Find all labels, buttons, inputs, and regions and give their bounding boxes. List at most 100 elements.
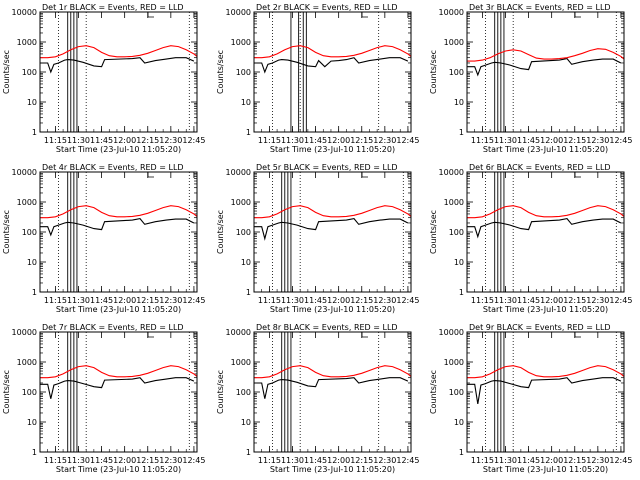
x-tick-label: 12:45 bbox=[396, 296, 419, 305]
series-events bbox=[254, 57, 409, 74]
y-tick-label: 10000 bbox=[226, 8, 251, 17]
y-axis-label: Counts/sec bbox=[429, 370, 438, 414]
x-tick-label: 12:00 bbox=[540, 456, 563, 465]
series-lld bbox=[40, 365, 198, 379]
x-tick-label: 11:45 bbox=[304, 136, 327, 145]
y-tick-label: 10000 bbox=[12, 328, 37, 337]
series-lld bbox=[254, 45, 412, 59]
panel-det-1: Det 1r BLACK = Events, RED = LLD 1 10 100 10… bbox=[2, 3, 205, 154]
x-axis-label: Start Time (23-Jul-10 11:05:20) bbox=[483, 465, 608, 474]
x-axis-label: Start Time (23-Jul-10 11:05:20) bbox=[56, 145, 181, 154]
x-tick-label: 11:45 bbox=[90, 296, 113, 305]
y-tick-label: 10 bbox=[27, 418, 37, 427]
x-tick-label: 11:30 bbox=[67, 296, 90, 305]
x-tick-label: 11:45 bbox=[517, 296, 540, 305]
y-tick-label: 1000 bbox=[231, 198, 251, 207]
y-tick-label: 10 bbox=[454, 98, 464, 107]
x-tick-label: 11:45 bbox=[90, 456, 113, 465]
y-tick-label: 10000 bbox=[12, 168, 37, 177]
y-tick-label: 100 bbox=[449, 228, 464, 237]
plot-frame bbox=[466, 11, 625, 133]
panel-det-4: Det 4r BLACK = Events, RED = LLD 1 10 100 10… bbox=[2, 163, 205, 314]
series-events bbox=[467, 57, 622, 77]
x-tick-label: 12:30 bbox=[159, 136, 182, 145]
y-tick-label: 100 bbox=[22, 388, 37, 397]
x-tick-label: 11:45 bbox=[304, 456, 327, 465]
x-tick-label: 12:45 bbox=[182, 296, 205, 305]
y-tick-label: 1000 bbox=[444, 38, 464, 47]
x-tick-label: 11:15 bbox=[471, 136, 494, 145]
x-tick-label: 12:15 bbox=[563, 136, 586, 145]
panel-title: Det 5r BLACK = Events, RED = LLD bbox=[256, 163, 398, 172]
bracket-mark bbox=[574, 332, 581, 338]
x-tick-label: 11:15 bbox=[471, 296, 494, 305]
panel-title: Det 1r BLACK = Events, RED = LLD bbox=[42, 3, 184, 12]
y-tick-label: 1 bbox=[459, 288, 464, 297]
y-tick-label: 1000 bbox=[444, 358, 464, 367]
x-tick-label: 11:45 bbox=[304, 296, 327, 305]
panel-det-8: Det 8r BLACK = Events, RED = LLD 1 10 100 10… bbox=[216, 323, 419, 474]
plot-frame bbox=[466, 331, 625, 453]
y-tick-label: 10000 bbox=[439, 328, 464, 337]
y-tick-label: 10 bbox=[241, 418, 251, 427]
x-tick-label: 12:45 bbox=[396, 456, 419, 465]
x-axis-label: Start Time (23-Jul-10 11:05:20) bbox=[270, 465, 395, 474]
panel-title: Det 2r BLACK = Events, RED = LLD bbox=[256, 3, 398, 12]
y-tick-label: 1000 bbox=[17, 358, 37, 367]
plot-frame bbox=[253, 11, 412, 133]
y-tick-label: 1000 bbox=[231, 358, 251, 367]
y-tick-label: 1000 bbox=[231, 38, 251, 47]
x-tick-label: 11:45 bbox=[90, 136, 113, 145]
x-tick-label: 11:45 bbox=[517, 136, 540, 145]
x-tick-label: 12:15 bbox=[350, 136, 373, 145]
x-tick-label: 11:30 bbox=[494, 296, 517, 305]
x-axis-label: Start Time (23-Jul-10 11:05:20) bbox=[56, 465, 181, 474]
y-tick-label: 100 bbox=[236, 388, 251, 397]
x-tick-label: 11:30 bbox=[67, 136, 90, 145]
x-tick-label: 12:00 bbox=[113, 136, 136, 145]
y-tick-label: 100 bbox=[22, 228, 37, 237]
x-axis-label: Start Time (23-Jul-10 11:05:20) bbox=[56, 305, 181, 314]
x-tick-label: 11:15 bbox=[44, 296, 67, 305]
y-tick-label: 100 bbox=[22, 68, 37, 77]
series-lld bbox=[254, 365, 412, 379]
x-tick-label: 11:15 bbox=[44, 456, 67, 465]
x-tick-label: 12:15 bbox=[136, 296, 159, 305]
y-tick-label: 1000 bbox=[444, 198, 464, 207]
x-tick-label: 12:30 bbox=[159, 296, 182, 305]
y-tick-label: 1000 bbox=[17, 38, 37, 47]
x-tick-label: 12:30 bbox=[586, 456, 609, 465]
x-tick-label: 12:00 bbox=[327, 136, 350, 145]
bracket-mark bbox=[574, 172, 581, 178]
y-tick-label: 1 bbox=[32, 128, 37, 137]
x-tick-label: 12:45 bbox=[609, 456, 632, 465]
x-tick-label: 12:30 bbox=[373, 456, 396, 465]
y-tick-label: 1 bbox=[459, 448, 464, 457]
y-axis-label: Counts/sec bbox=[2, 210, 11, 254]
x-tick-label: 11:15 bbox=[258, 136, 281, 145]
x-tick-label: 12:45 bbox=[396, 136, 419, 145]
y-tick-label: 10000 bbox=[439, 168, 464, 177]
series-events bbox=[467, 377, 622, 404]
y-axis-label: Counts/sec bbox=[429, 50, 438, 94]
x-tick-label: 12:45 bbox=[182, 136, 205, 145]
x-tick-label: 12:15 bbox=[350, 456, 373, 465]
x-tick-label: 12:45 bbox=[609, 136, 632, 145]
x-tick-label: 11:30 bbox=[281, 296, 304, 305]
series-lld bbox=[254, 205, 412, 219]
bracket-mark bbox=[361, 12, 368, 18]
x-axis-label: Start Time (23-Jul-10 11:05:20) bbox=[483, 145, 608, 154]
x-axis-label: Start Time (23-Jul-10 11:05:20) bbox=[270, 145, 395, 154]
bracket-mark bbox=[361, 172, 368, 178]
series-lld bbox=[467, 365, 625, 379]
y-axis-label: Counts/sec bbox=[216, 210, 225, 254]
y-tick-label: 100 bbox=[449, 68, 464, 77]
y-tick-label: 1 bbox=[246, 448, 251, 457]
y-tick-label: 1 bbox=[32, 448, 37, 457]
panel-title: Det 9r BLACK = Events, RED = LLD bbox=[469, 323, 611, 332]
y-tick-label: 10 bbox=[241, 98, 251, 107]
bracket-mark bbox=[147, 332, 154, 338]
y-axis-label: Counts/sec bbox=[429, 210, 438, 254]
x-tick-label: 12:00 bbox=[327, 296, 350, 305]
y-tick-label: 1 bbox=[459, 128, 464, 137]
